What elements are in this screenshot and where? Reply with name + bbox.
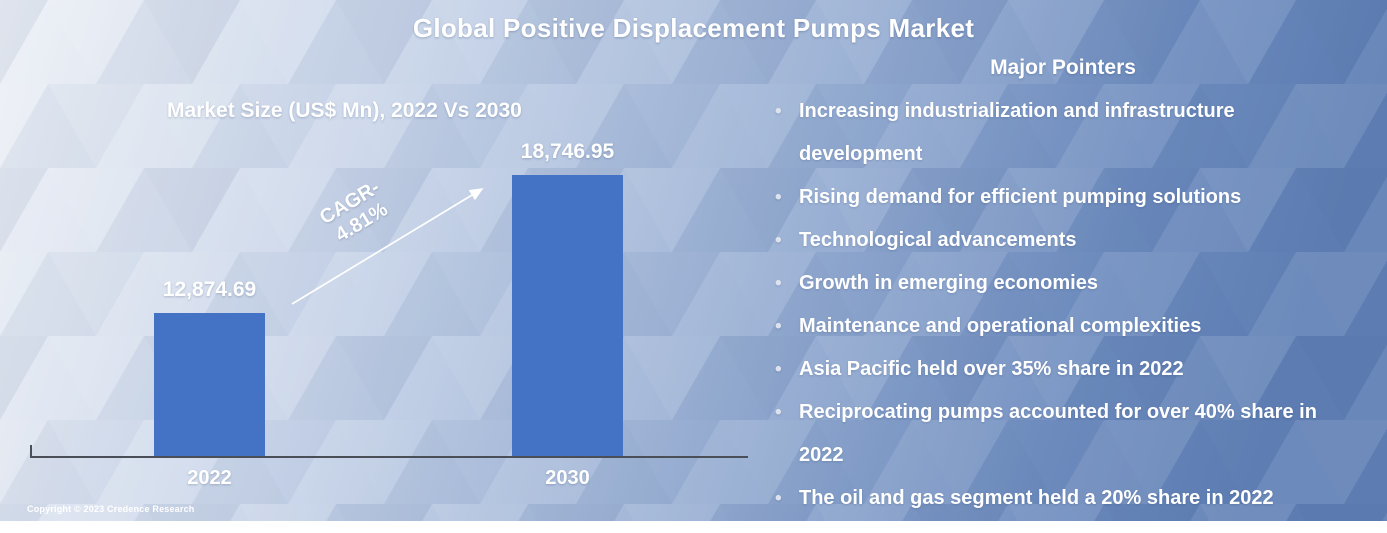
x-axis-line [30, 456, 748, 458]
pointers-heading: Major Pointers [990, 56, 1136, 79]
bullet-icon: • [775, 101, 782, 122]
bullet-icon: • [775, 187, 782, 208]
bullet-icon: • [775, 273, 782, 294]
bar-chart-plot-area: CAGR- 4.81% 12,874.69 2022 18,746.95 2030 [30, 140, 748, 489]
bullet-icon: • [775, 359, 782, 380]
pointer-item: • Rising demand for efficient pumping sol… [768, 176, 1358, 219]
bar-2030 [512, 175, 623, 456]
pointer-item: • Reciprocating pumps accounted for over … [768, 391, 1358, 477]
bar-value-label: 18,746.95 [520, 140, 615, 163]
bullet-icon: • [775, 316, 782, 337]
pointer-item: • Asia Pacific held over 35% share in 202… [768, 348, 1358, 391]
pointer-text: Reciprocating pumps accounted for over 4… [799, 401, 1317, 466]
pointer-item: • Maintenance and operational complexitie… [768, 305, 1358, 348]
pointer-item: • Growth in emerging economies [768, 262, 1358, 305]
bullet-icon: • [775, 402, 782, 423]
pointer-item: • Increasing industrialization and infras… [768, 90, 1358, 176]
pointer-text: The oil and gas segment held a 20% share… [799, 487, 1274, 509]
bar-value-label: 12,874.69 [162, 278, 257, 301]
infographic-art: Global Positive Displacement Pumps Marke… [0, 0, 1387, 521]
x-axis-tick-label: 2030 [545, 467, 590, 489]
bar-2022 [154, 313, 265, 456]
pointer-item: • Technological advancements [768, 219, 1358, 262]
copyright-text: Copyright © 2023 Credence Research [27, 504, 195, 514]
bottom-white-margin [0, 521, 1387, 533]
page-title: Global Positive Displacement Pumps Marke… [412, 13, 975, 43]
chart-title: Market Size (US$ Mn), 2022 Vs 2030 [167, 99, 522, 122]
bullet-icon: • [775, 488, 782, 509]
pointers-list: • Increasing industrialization and infras… [768, 90, 1358, 520]
pointer-text: Maintenance and operational complexities [799, 315, 1202, 337]
pointer-text: Technological advancements [799, 229, 1077, 251]
pointer-text: Rising demand for efficient pumping solu… [799, 186, 1242, 208]
pointer-text: Increasing industrialization and infrast… [799, 100, 1235, 165]
x-axis-tick [30, 445, 32, 457]
pointer-text: Growth in emerging economies [799, 272, 1098, 294]
x-axis-tick-label: 2022 [187, 467, 232, 489]
pointer-item: • The oil and gas segment held a 20% shar… [768, 477, 1358, 520]
cagr-trend-arrow [468, 188, 484, 201]
bullet-icon: • [775, 230, 782, 251]
pointer-text: Asia Pacific held over 35% share in 2022 [799, 358, 1184, 380]
major-pointers-panel: Major Pointers • Increasing industrializa… [768, 56, 1358, 520]
